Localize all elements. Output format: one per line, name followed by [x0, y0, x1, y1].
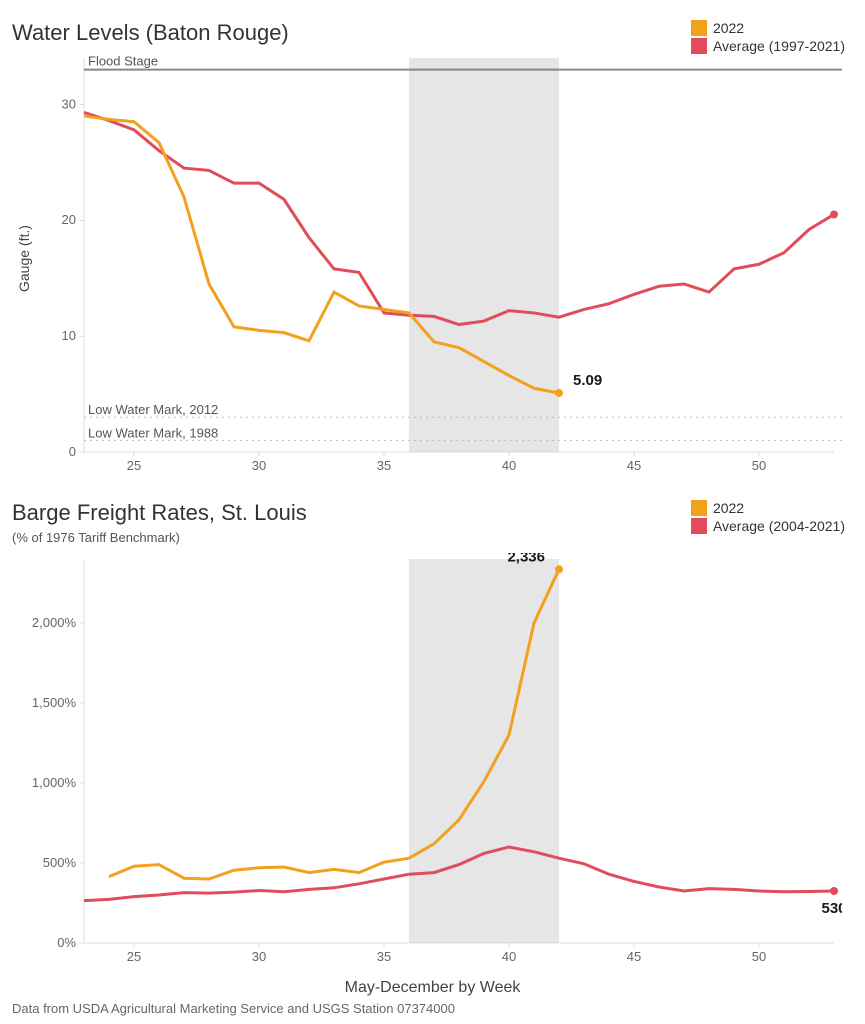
svg-text:30: 30: [252, 949, 266, 964]
svg-text:5.09: 5.09: [573, 372, 602, 389]
svg-text:20: 20: [62, 212, 76, 227]
svg-text:50: 50: [752, 458, 766, 473]
svg-text:35: 35: [377, 458, 391, 473]
chart2-plot: 0% 500% 1,000% 1,500% 2,000% 25 30 35 40 45 50 530 2…: [12, 553, 853, 973]
chart-water-levels: Water Levels (Baton Rouge) 2022 Average …: [12, 20, 853, 482]
x-axis-label: May-December by Week: [345, 979, 521, 997]
legend-swatch-avg: [691, 518, 707, 534]
svg-text:Low Water Mark, 2012: Low Water Mark, 2012: [88, 402, 218, 417]
svg-text:45: 45: [627, 458, 641, 473]
chart2-legend: 2022 Average (2004-2021): [691, 500, 845, 536]
svg-text:2,000%: 2,000%: [32, 615, 77, 630]
svg-text:1,500%: 1,500%: [32, 695, 77, 710]
legend-label: 2022: [713, 20, 744, 36]
svg-text:0%: 0%: [57, 935, 76, 950]
chart1-y-label: Gauge (ft.): [16, 225, 32, 292]
svg-text:500%: 500%: [43, 855, 77, 870]
svg-text:50: 50: [752, 949, 766, 964]
svg-text:10: 10: [62, 328, 76, 343]
svg-text:40: 40: [502, 458, 516, 473]
svg-text:25: 25: [127, 949, 141, 964]
legend-item: Average (2004-2021): [691, 518, 845, 534]
svg-text:30: 30: [62, 96, 76, 111]
chart1-svg: 0 10 20 30 25 30 35 40 45 50 Flood Stage Low Water …: [12, 52, 842, 482]
svg-text:25: 25: [127, 458, 141, 473]
chart1-plot: Gauge (ft.) 0 10 20 30 25 30 35 40 45 50 Flood Sta…: [12, 52, 853, 482]
svg-text:530: 530: [821, 900, 842, 917]
legend-item: 2022: [691, 20, 845, 36]
chart-barge-rates: Barge Freight Rates, St. Louis (% of 197…: [12, 500, 853, 973]
footer-source: Data from USDA Agricultural Marketing Se…: [12, 1001, 853, 1016]
svg-text:40: 40: [502, 949, 516, 964]
chart2-svg: 0% 500% 1,000% 1,500% 2,000% 25 30 35 40 45 50 530 2…: [12, 553, 842, 973]
chart1-legend: 2022 Average (1997-2021): [691, 20, 845, 56]
svg-text:2,336: 2,336: [507, 553, 545, 565]
svg-text:Low Water Mark, 1988: Low Water Mark, 1988: [88, 425, 218, 440]
legend-swatch-2022: [691, 500, 707, 516]
legend-swatch-2022: [691, 20, 707, 36]
svg-text:30: 30: [252, 458, 266, 473]
svg-text:45: 45: [627, 949, 641, 964]
legend-item: 2022: [691, 500, 845, 516]
svg-text:0: 0: [69, 444, 76, 459]
svg-text:Flood Stage: Flood Stage: [88, 54, 158, 69]
svg-text:1,000%: 1,000%: [32, 775, 77, 790]
legend-label: 2022: [713, 500, 744, 516]
legend-label: Average (2004-2021): [713, 518, 845, 534]
svg-text:35: 35: [377, 949, 391, 964]
